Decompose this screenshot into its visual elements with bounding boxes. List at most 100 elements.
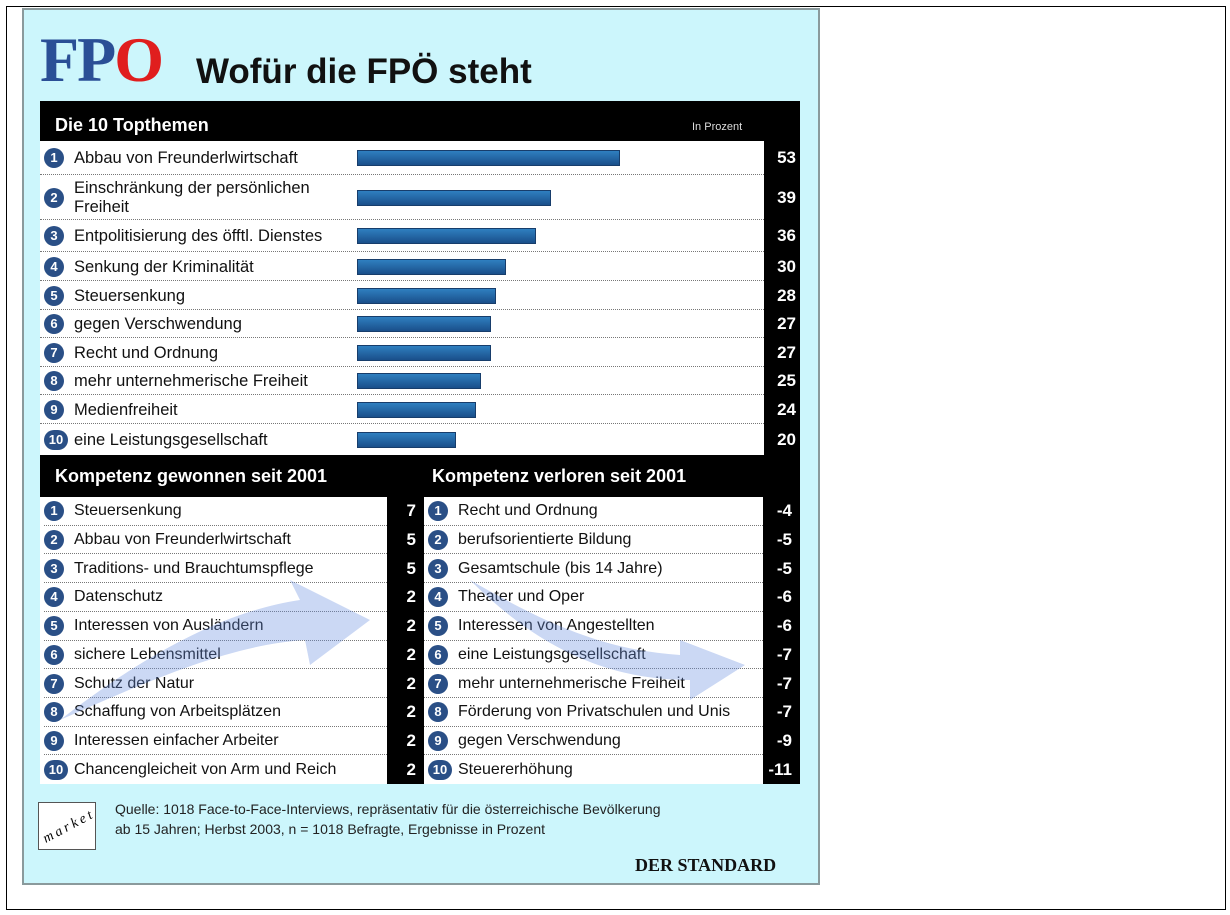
institute-box: market xyxy=(38,802,98,850)
category-label: eine Leistungsgesellschaft xyxy=(458,645,646,663)
value-label: -7 xyxy=(776,673,792,693)
category-label: Theater und Oper xyxy=(458,588,585,606)
value-label: 25 xyxy=(777,371,796,390)
value-label: 2 xyxy=(406,759,416,779)
list-panel xyxy=(40,497,387,784)
rank-badge: 6 xyxy=(44,314,64,334)
row-separator xyxy=(44,725,387,727)
category-label: Schutz der Natur xyxy=(74,674,195,692)
row-separator xyxy=(424,524,763,526)
bar xyxy=(357,431,457,448)
title: Wofür die FPÖ steht xyxy=(196,52,532,91)
category-label: mehr unternehmerische Freiheit xyxy=(74,372,308,390)
logo: FPO xyxy=(40,28,164,92)
list-panel xyxy=(424,497,763,784)
row-separator xyxy=(44,610,387,612)
category-label: Steuersenkung xyxy=(74,286,185,305)
rank-badge: 5 xyxy=(44,285,64,306)
bar xyxy=(357,150,621,166)
value-label: -11 xyxy=(768,759,792,779)
value-label: 53 xyxy=(777,148,796,167)
value-label: -5 xyxy=(776,530,792,550)
category-label: Senkung der Kriminalität xyxy=(74,257,254,276)
publisher: DER STANDARD xyxy=(635,855,777,875)
rank-badge: 7 xyxy=(428,673,448,694)
rank-badge: 9 xyxy=(44,399,64,420)
value-label: -5 xyxy=(776,558,792,578)
rank-badge: 2 xyxy=(428,530,448,551)
category-label: Förderung von Privatschulen und Unis xyxy=(458,703,731,721)
value-label: 2 xyxy=(406,587,416,607)
rank-badge: 7 xyxy=(44,342,64,363)
category-label: Interessen von Ausländern xyxy=(74,617,264,635)
category-label: Interessen einfacher Arbeiter xyxy=(74,731,279,749)
rank-badge: 2 xyxy=(44,187,64,208)
value-label: 27 xyxy=(777,342,796,362)
row-separator xyxy=(424,639,763,641)
source: ab 15 Jahren; Herbst 2003, n = 1018 Befr… xyxy=(115,821,546,837)
category-label: berufsorientierte Bildung xyxy=(458,531,632,549)
rank-badge: 8 xyxy=(44,702,64,723)
row-separator xyxy=(424,610,763,612)
row-separator xyxy=(424,553,763,555)
category-label: Steuererhöhung xyxy=(458,760,573,778)
category-label: Einschränkung der persönlichen Freiheit xyxy=(74,179,310,216)
unit-label: In Prozent xyxy=(692,121,743,133)
source: Quelle: 1018 Face-to-Face-Interviews, re… xyxy=(115,801,661,817)
bar xyxy=(357,287,497,304)
rank-badge: 6 xyxy=(44,644,64,665)
row-separator xyxy=(40,309,764,310)
bar xyxy=(357,228,536,244)
row-separator xyxy=(44,754,387,756)
rank-badge: 7 xyxy=(44,673,64,694)
rank-badge: 1 xyxy=(44,501,64,522)
row-separator xyxy=(424,582,763,584)
value-label: -7 xyxy=(776,702,792,722)
category-label: Traditions- und Brauchtumspflege xyxy=(74,559,314,577)
bar xyxy=(357,316,492,332)
value-label: 20 xyxy=(777,429,796,449)
bar xyxy=(357,344,492,361)
rank-badge: 4 xyxy=(428,587,448,608)
rank-badge: 3 xyxy=(44,226,64,246)
value-column xyxy=(764,141,800,455)
category-label: Recht und Ordnung xyxy=(458,502,598,520)
value-label: -9 xyxy=(776,730,792,750)
row-separator xyxy=(44,553,387,555)
rank-badge: 1 xyxy=(428,501,448,522)
category-label: Chancengleicheit von Arm und Reich xyxy=(74,760,337,778)
row-separator xyxy=(424,725,763,727)
header-band xyxy=(40,101,800,141)
row-separator xyxy=(44,639,387,641)
value-label: -6 xyxy=(776,587,792,607)
value-label: 2 xyxy=(406,616,416,636)
bar xyxy=(357,258,507,275)
rank-badge: 4 xyxy=(44,587,64,608)
category-label: mehr unternehmerische Freiheit xyxy=(458,674,685,692)
row-separator xyxy=(424,696,763,698)
section-title: Kompetenz verloren seit 2001 xyxy=(432,466,687,486)
rank-badge: 10 xyxy=(44,759,68,780)
section-title: Kompetenz gewonnen seit 2001 xyxy=(55,466,328,486)
category-label: Medienfreiheit xyxy=(74,400,178,419)
value-label: 24 xyxy=(777,399,796,419)
rank-badge: 8 xyxy=(428,702,448,723)
logo-part: O xyxy=(114,24,164,95)
value-label: 2 xyxy=(406,730,416,750)
rank-badge: 5 xyxy=(44,616,64,637)
row-separator xyxy=(44,524,387,526)
section-title: Die 10 Topthemen xyxy=(55,115,209,135)
category-label: gegen Verschwendung xyxy=(458,731,621,749)
category-label: Gesamtschule (bis 14 Jahre) xyxy=(458,559,663,577)
category-label: Schaffung von Arbeitsplätzen xyxy=(74,703,281,721)
category-label: Datenschutz xyxy=(74,588,163,606)
row-separator xyxy=(40,366,764,367)
logo-part: FP xyxy=(40,24,116,95)
institute: market xyxy=(40,806,98,847)
value-label: 2 xyxy=(406,644,416,664)
rank-badge: 10 xyxy=(44,429,68,450)
category-label: gegen Verschwendung xyxy=(74,315,242,333)
row-separator xyxy=(40,337,764,338)
value-label: 28 xyxy=(777,285,796,305)
